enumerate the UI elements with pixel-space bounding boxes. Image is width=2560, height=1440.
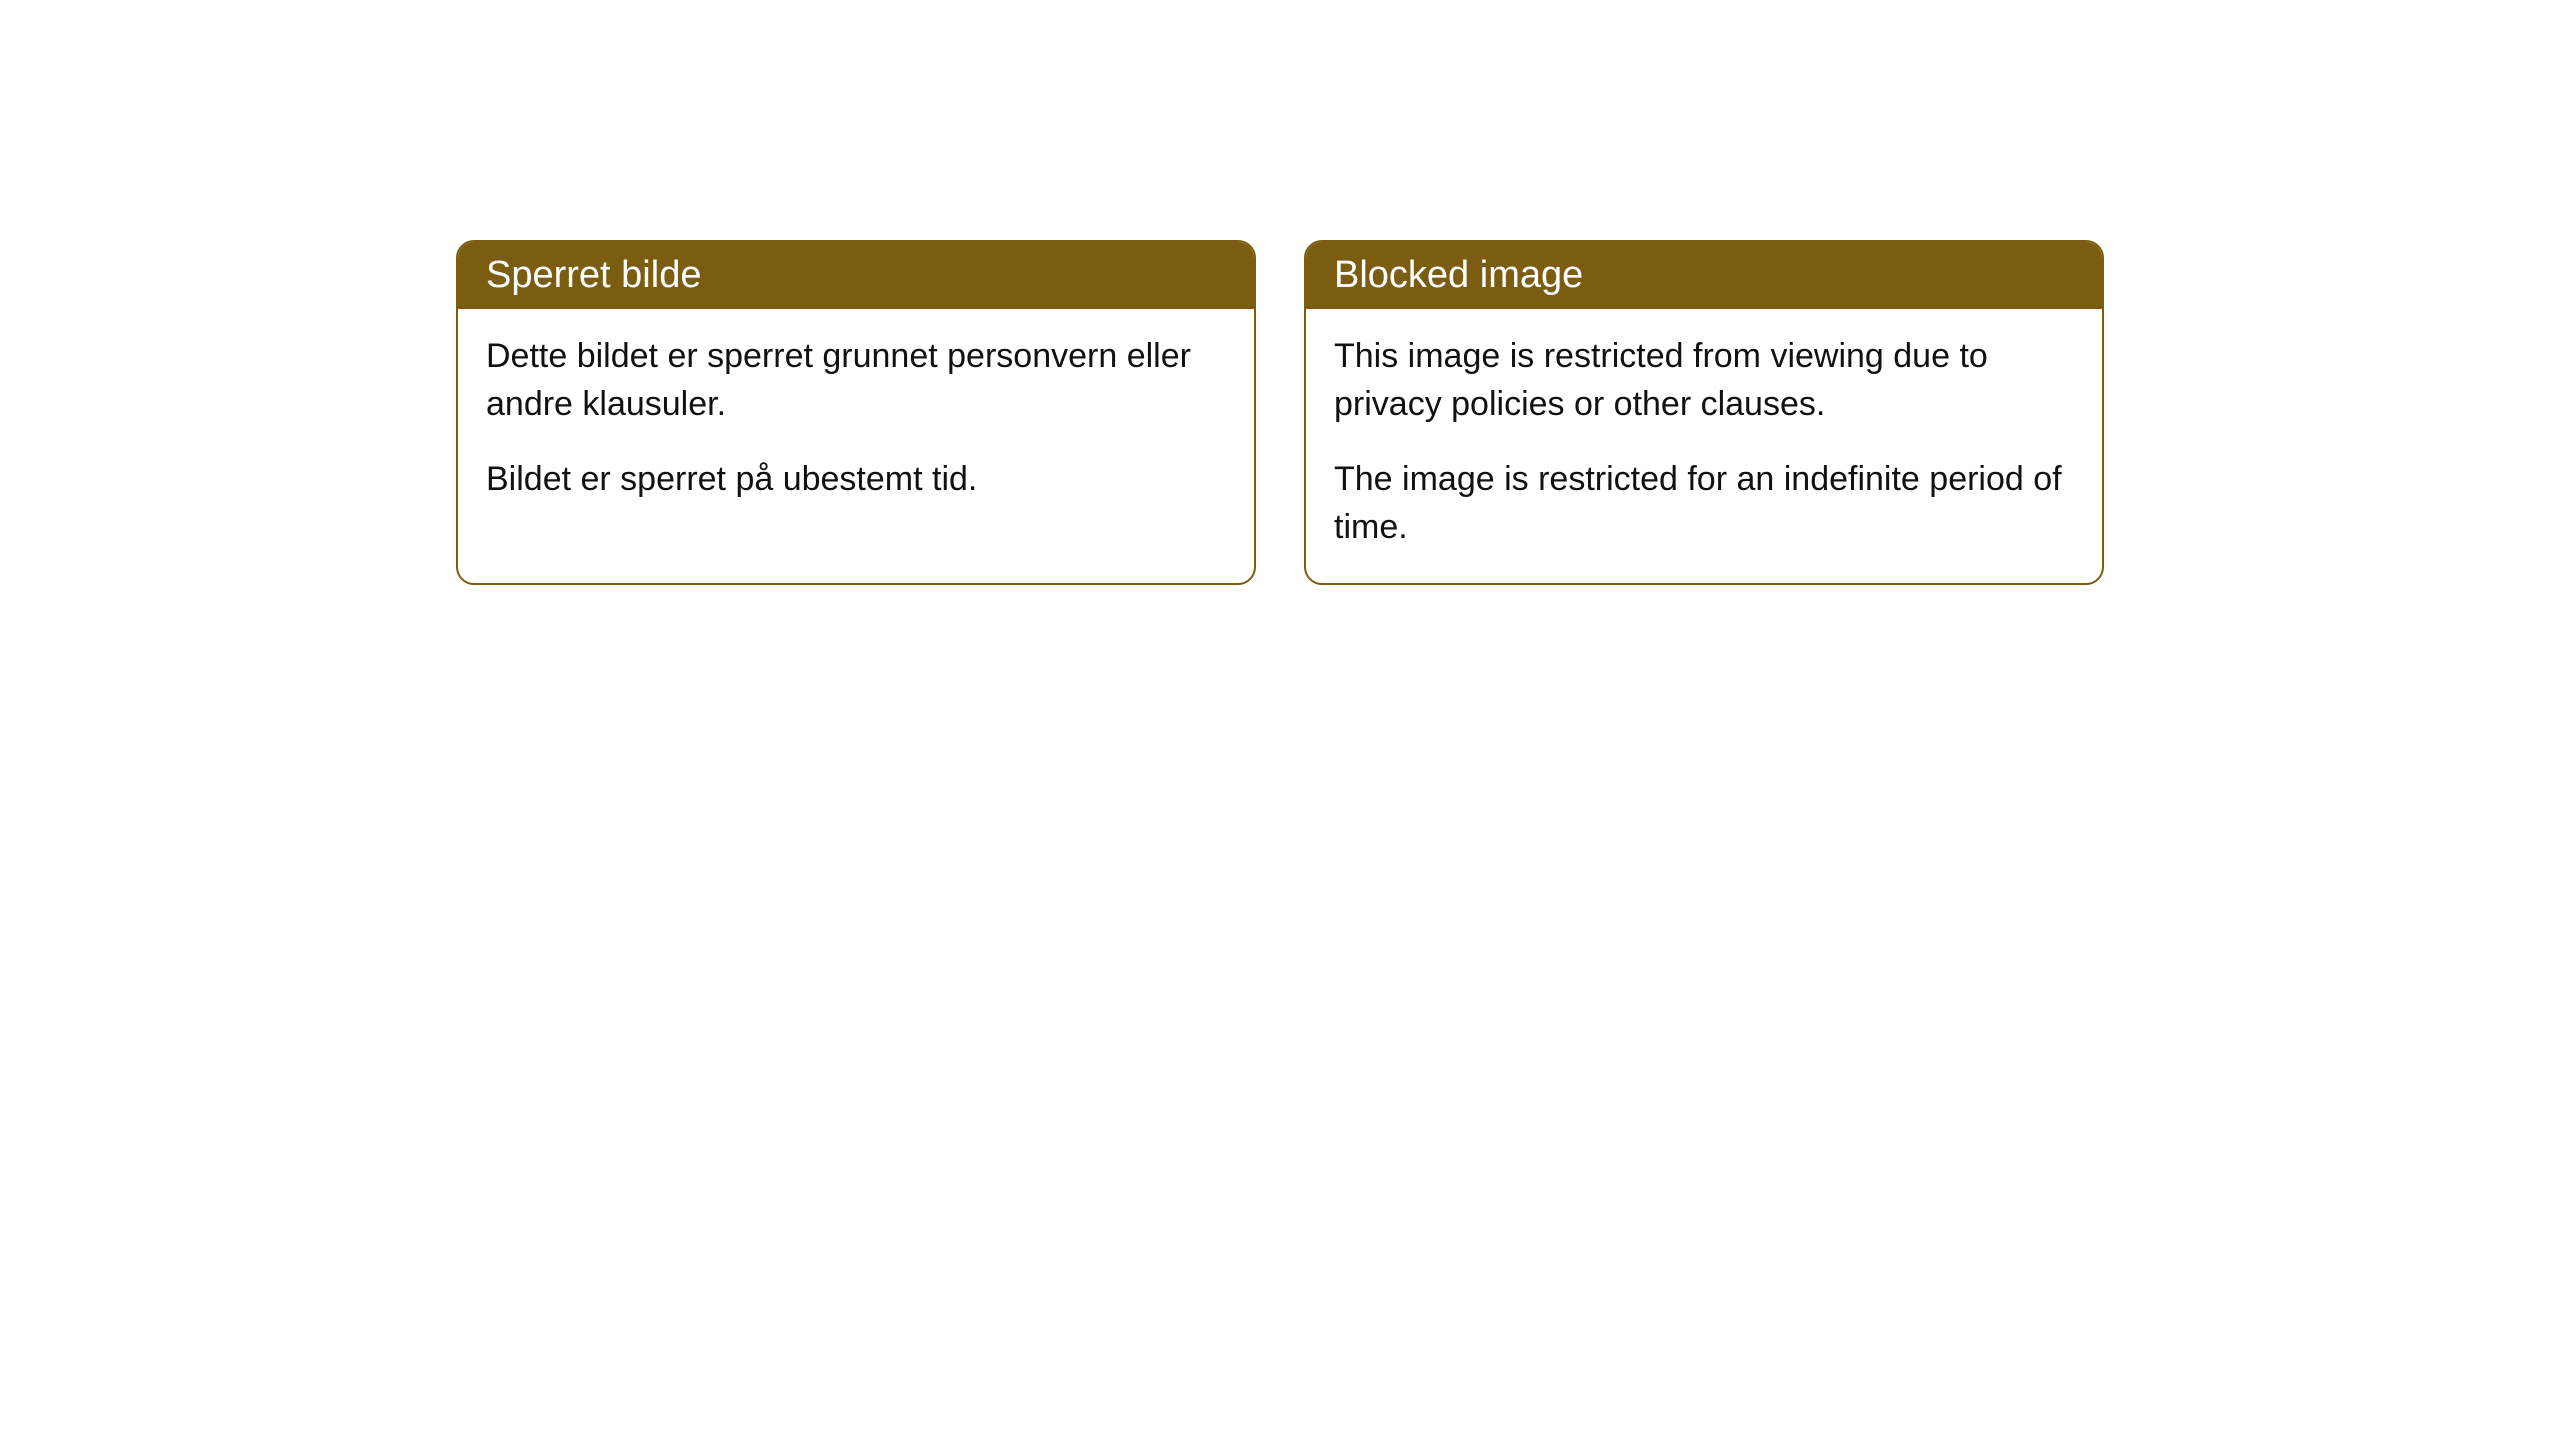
card-paragraph: This image is restricted from viewing du… <box>1334 333 2074 428</box>
card-header: Sperret bilde <box>458 242 1254 309</box>
card-paragraph: The image is restricted for an indefinit… <box>1334 456 2074 551</box>
card-title: Blocked image <box>1334 254 1583 296</box>
card-body: This image is restricted from viewing du… <box>1306 309 2102 583</box>
card-body: Dette bildet er sperret grunnet personve… <box>458 309 1254 536</box>
card-header: Blocked image <box>1306 242 2102 309</box>
card-title: Sperret bilde <box>486 254 701 296</box>
notice-card-norwegian: Sperret bilde Dette bildet er sperret gr… <box>456 240 1256 585</box>
notice-cards-container: Sperret bilde Dette bildet er sperret gr… <box>456 240 2104 585</box>
card-paragraph: Bildet er sperret på ubestemt tid. <box>486 456 1226 504</box>
card-paragraph: Dette bildet er sperret grunnet personve… <box>486 333 1226 428</box>
notice-card-english: Blocked image This image is restricted f… <box>1304 240 2104 585</box>
